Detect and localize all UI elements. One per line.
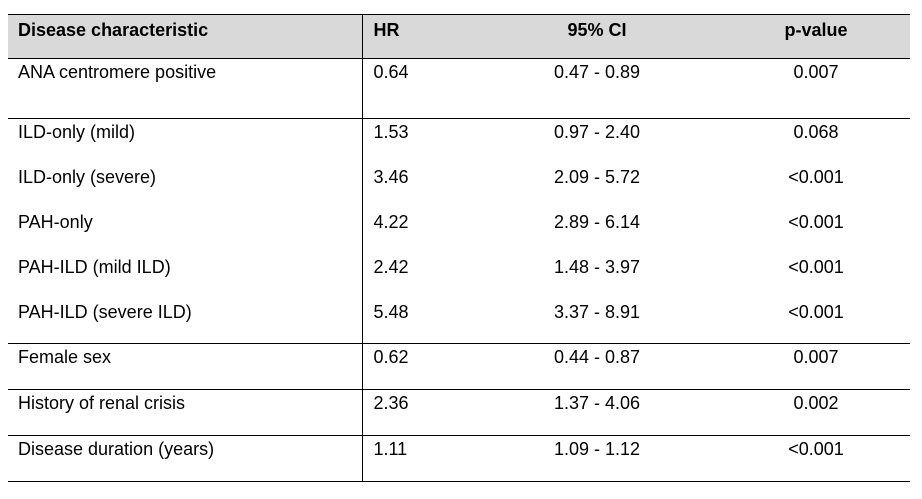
cell-p-value: 0.007 xyxy=(722,58,910,119)
cell-p-value: <0.001 xyxy=(722,298,910,344)
cell-hr: 4.22 xyxy=(373,211,409,232)
cell-ci: 3.37 - 8.91 xyxy=(472,298,722,344)
cell-ci: 1.37 - 4.06 xyxy=(472,389,722,436)
cell-hr: 3.46 xyxy=(373,166,409,187)
cell-characteristic: Disease duration (years) xyxy=(8,435,363,482)
table-row: PAH-ILD (mild ILD) 2.42 1.48 - 3.97 <0.0… xyxy=(8,253,910,299)
cell-characteristic: History of renal crisis xyxy=(8,389,363,436)
cell-ci: 0.47 - 0.89 xyxy=(472,58,722,119)
cell-hr: 2.36 xyxy=(362,389,472,436)
cell-characteristic: ANA centromere positive xyxy=(8,58,363,119)
cell-p-value: 0.068 xyxy=(793,122,839,142)
cell-ci: 0.44 - 0.87 xyxy=(472,343,722,390)
table-header-row: Disease characteristic HR 95% CI p-value xyxy=(8,14,910,59)
cell-ci: 1.09 - 1.12 xyxy=(472,435,722,482)
cell-ci: 0.97 - 2.40 xyxy=(553,122,641,142)
cell-characteristic: PAH-ILD (severe ILD) xyxy=(8,298,363,344)
table-row: PAH-only 4.22 2.89 - 6.14 <0.001 xyxy=(8,208,910,254)
cell-hr: 2.42 xyxy=(373,256,409,277)
header-ci: 95% CI xyxy=(472,14,722,59)
cell-hr: 1.53 xyxy=(373,122,409,142)
header-hr: HR xyxy=(362,14,472,59)
table-row: ILD-only (severe) 3.46 2.09 - 5.72 <0.00… xyxy=(8,163,910,209)
cell-p-value: 0.002 xyxy=(722,389,910,436)
cell-ci: 2.09 - 5.72 xyxy=(553,166,641,187)
cell-ci: 1.48 - 3.97 xyxy=(553,256,641,277)
cell-characteristic: ILD-only (severe) xyxy=(8,163,363,209)
cell-characteristic: PAH-ILD (mild ILD) xyxy=(8,253,363,299)
cell-p-value: 0.007 xyxy=(722,343,910,390)
cell-ci: 2.89 - 6.14 xyxy=(553,211,641,232)
cell-characteristic: ILD-only (mild) xyxy=(8,118,363,164)
cell-p-value: <0.001 xyxy=(788,211,844,232)
cell-hr: 1.11 xyxy=(362,435,472,482)
cell-hr: 0.62 xyxy=(362,343,472,390)
table-row: ILD-only (mild) 1.53 0.97 - 2.40 0.068 xyxy=(8,118,910,164)
table-row: ANA centromere positive 0.64 0.47 - 0.89… xyxy=(8,58,910,119)
header-disease-characteristic: Disease characteristic xyxy=(8,14,363,59)
header-p-value: p-value xyxy=(722,14,910,59)
cell-characteristic: PAH-only xyxy=(8,208,363,254)
cell-p-value: <0.001 xyxy=(788,166,844,187)
cell-p-value: <0.001 xyxy=(722,435,910,482)
cell-p-value: <0.001 xyxy=(788,256,844,277)
hazard-ratio-table: Disease characteristic HR 95% CI p-value… xyxy=(8,14,910,482)
cell-characteristic: Female sex xyxy=(8,343,363,390)
table-row: Female sex 0.62 0.44 - 0.87 0.007 xyxy=(8,343,910,390)
cell-hr: 0.64 xyxy=(362,58,472,119)
table-row: PAH-ILD (severe ILD) 5.48 3.37 - 8.91 <0… xyxy=(8,298,910,344)
cell-hr: 5.48 xyxy=(362,298,472,344)
table-row: History of renal crisis 2.36 1.37 - 4.06… xyxy=(8,389,910,436)
table-row: Disease duration (years) 1.11 1.09 - 1.1… xyxy=(8,435,910,482)
